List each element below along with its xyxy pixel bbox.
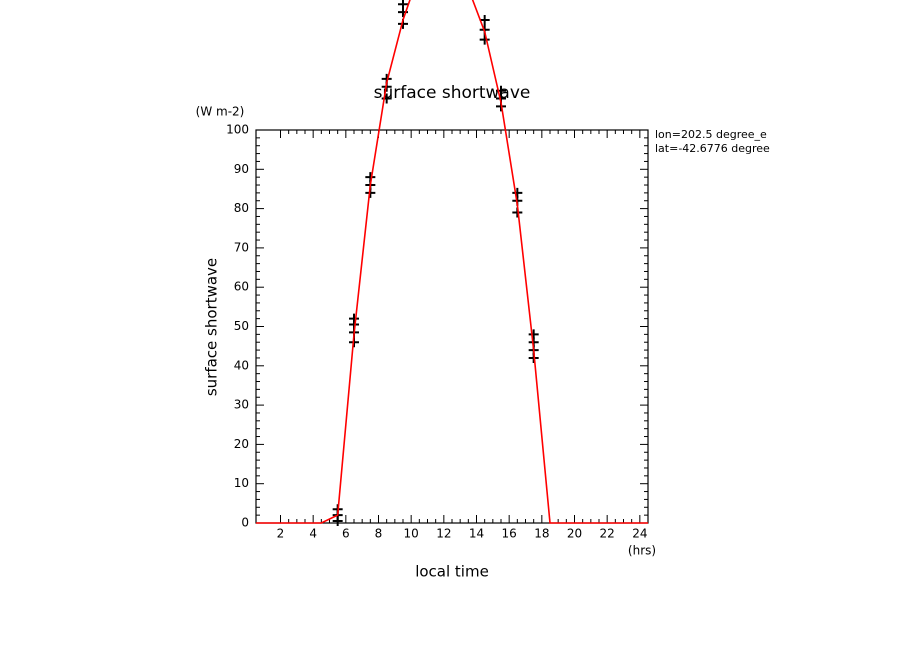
y-tick-label: 80	[234, 201, 249, 215]
y-tick-label: 60	[234, 280, 249, 294]
marker	[479, 14, 490, 25]
y-tick-label: 20	[234, 437, 249, 451]
marker	[479, 34, 490, 45]
marker	[398, 0, 408, 10]
x-tick-label: 12	[436, 527, 451, 541]
marker	[528, 329, 539, 340]
annotation: lat=-42.6776 degree	[655, 142, 770, 155]
x-tick-label: 22	[600, 527, 615, 541]
y-tick-label: 40	[234, 358, 249, 372]
y-units: (W m-2)	[196, 105, 245, 119]
x-tick-label: 16	[502, 527, 517, 541]
x-tick-label: 4	[309, 527, 317, 541]
x-tick-label: 8	[375, 527, 383, 541]
x-tick-label: 18	[534, 527, 549, 541]
marker	[512, 187, 523, 198]
plot-frame	[255, 129, 649, 524]
x-tick-label: 20	[567, 527, 582, 541]
y-tick-label: 0	[241, 516, 249, 530]
y-tick-label: 10	[234, 476, 249, 490]
chart-title: surface shortwave	[374, 83, 531, 103]
x-tick-label: 14	[469, 527, 484, 541]
x-tick-label: 6	[342, 527, 350, 541]
x-tick-label: 24	[632, 527, 647, 541]
x-tick-label: 2	[277, 527, 285, 541]
x-axis-label: local time	[415, 563, 489, 581]
y-tick-label: 100	[226, 123, 249, 137]
y-axis-label: surface shortwave	[203, 258, 221, 396]
marker	[381, 93, 392, 104]
y-tick-label: 30	[234, 398, 249, 412]
y-tick-label: 70	[234, 240, 249, 254]
x-tick-label: 10	[404, 527, 419, 541]
annotation: lon=202.5 degree_e	[655, 128, 767, 141]
x-units: (hrs)	[628, 544, 656, 558]
line	[256, 0, 648, 524]
marker	[349, 313, 359, 324]
y-tick-label: 90	[234, 162, 249, 176]
y-tick-label: 50	[234, 319, 249, 333]
